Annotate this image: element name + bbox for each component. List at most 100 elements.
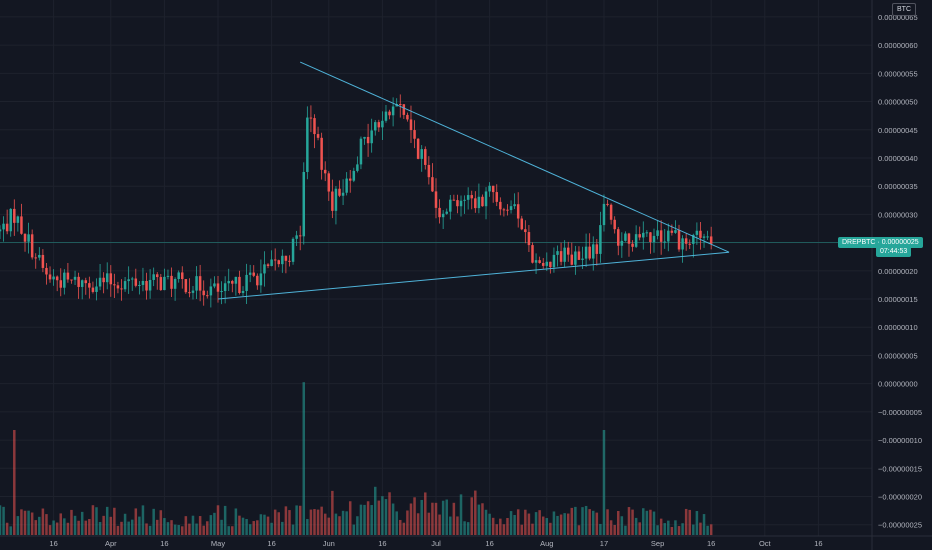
- candle[interactable]: [481, 194, 484, 207]
- candle[interactable]: [313, 114, 316, 149]
- candle[interactable]: [259, 259, 263, 293]
- candle[interactable]: [416, 138, 420, 160]
- candle[interactable]: [198, 264, 202, 302]
- candle[interactable]: [181, 266, 184, 289]
- candle[interactable]: [241, 286, 245, 296]
- candle[interactable]: [563, 240, 566, 267]
- candle[interactable]: [384, 104, 388, 123]
- candle[interactable]: [145, 272, 148, 300]
- candle[interactable]: [424, 146, 427, 170]
- candle[interactable]: [634, 225, 638, 249]
- candle[interactable]: [420, 145, 423, 172]
- candle[interactable]: [359, 136, 363, 170]
- candle[interactable]: [681, 235, 684, 263]
- candle[interactable]: [588, 233, 591, 261]
- candle[interactable]: [209, 278, 213, 308]
- candle[interactable]: [599, 211, 602, 263]
- candle[interactable]: [348, 170, 352, 193]
- candle[interactable]: [238, 270, 241, 295]
- candle[interactable]: [566, 241, 570, 262]
- candle[interactable]: [352, 167, 356, 183]
- candle[interactable]: [288, 255, 291, 267]
- candle[interactable]: [256, 273, 259, 290]
- candle[interactable]: [184, 279, 188, 294]
- candle[interactable]: [30, 229, 34, 260]
- candle[interactable]: [216, 275, 220, 303]
- candle[interactable]: [477, 183, 481, 214]
- candle[interactable]: [309, 105, 313, 133]
- candle[interactable]: [5, 209, 9, 235]
- candle[interactable]: [445, 208, 448, 215]
- candle[interactable]: [130, 276, 134, 291]
- candle[interactable]: [502, 207, 506, 217]
- candle[interactable]: [363, 136, 366, 145]
- candle[interactable]: [627, 232, 631, 257]
- candle[interactable]: [327, 171, 331, 201]
- candle[interactable]: [45, 262, 48, 285]
- candle[interactable]: [141, 267, 145, 292]
- candle[interactable]: [263, 251, 266, 287]
- candle[interactable]: [438, 199, 441, 224]
- candle[interactable]: [591, 236, 595, 271]
- candle[interactable]: [577, 246, 581, 260]
- candle[interactable]: [334, 185, 338, 225]
- candle[interactable]: [113, 273, 116, 298]
- candle[interactable]: [52, 269, 55, 286]
- candle[interactable]: [155, 272, 159, 290]
- candle[interactable]: [549, 261, 552, 274]
- candle[interactable]: [173, 277, 177, 301]
- candle[interactable]: [624, 231, 627, 242]
- candle[interactable]: [295, 230, 298, 247]
- candle[interactable]: [98, 263, 102, 291]
- candle[interactable]: [524, 220, 527, 244]
- candle[interactable]: [245, 263, 248, 305]
- candle[interactable]: [431, 163, 434, 192]
- candle[interactable]: [373, 120, 377, 136]
- candle[interactable]: [617, 226, 620, 256]
- candle[interactable]: [316, 126, 320, 141]
- candle[interactable]: [345, 172, 348, 196]
- candle[interactable]: [27, 222, 30, 254]
- candle[interactable]: [484, 187, 488, 220]
- candle[interactable]: [388, 109, 391, 120]
- candle[interactable]: [88, 276, 91, 299]
- candle[interactable]: [649, 231, 652, 254]
- candle[interactable]: [102, 272, 105, 294]
- candle[interactable]: [584, 233, 588, 268]
- candle[interactable]: [23, 233, 27, 252]
- candle[interactable]: [163, 268, 166, 291]
- candle[interactable]: [166, 269, 170, 280]
- candle[interactable]: [138, 281, 141, 295]
- candle[interactable]: [463, 195, 466, 214]
- candle[interactable]: [552, 247, 556, 273]
- candle[interactable]: [116, 281, 120, 294]
- candle[interactable]: [409, 105, 413, 144]
- candle[interactable]: [134, 268, 138, 288]
- candle[interactable]: [695, 222, 699, 245]
- candle[interactable]: [59, 268, 63, 297]
- candle[interactable]: [706, 230, 709, 240]
- candle[interactable]: [191, 286, 195, 300]
- candle[interactable]: [427, 156, 431, 185]
- candle[interactable]: [366, 123, 370, 157]
- candle[interactable]: [320, 132, 323, 180]
- candle[interactable]: [488, 182, 491, 197]
- candle[interactable]: [159, 273, 163, 291]
- candle[interactable]: [602, 194, 606, 232]
- candle[interactable]: [298, 225, 302, 251]
- candle[interactable]: [541, 258, 545, 269]
- candle[interactable]: [331, 179, 334, 219]
- candle[interactable]: [13, 199, 16, 236]
- candle[interactable]: [73, 270, 77, 285]
- candle[interactable]: [38, 247, 41, 261]
- candle[interactable]: [16, 215, 20, 232]
- candle[interactable]: [509, 200, 513, 214]
- candle[interactable]: [677, 224, 681, 252]
- candle[interactable]: [177, 270, 180, 283]
- candle[interactable]: [670, 224, 674, 236]
- candle[interactable]: [248, 264, 252, 283]
- candle[interactable]: [574, 245, 577, 275]
- candle[interactable]: [545, 252, 549, 271]
- candle[interactable]: [495, 184, 499, 207]
